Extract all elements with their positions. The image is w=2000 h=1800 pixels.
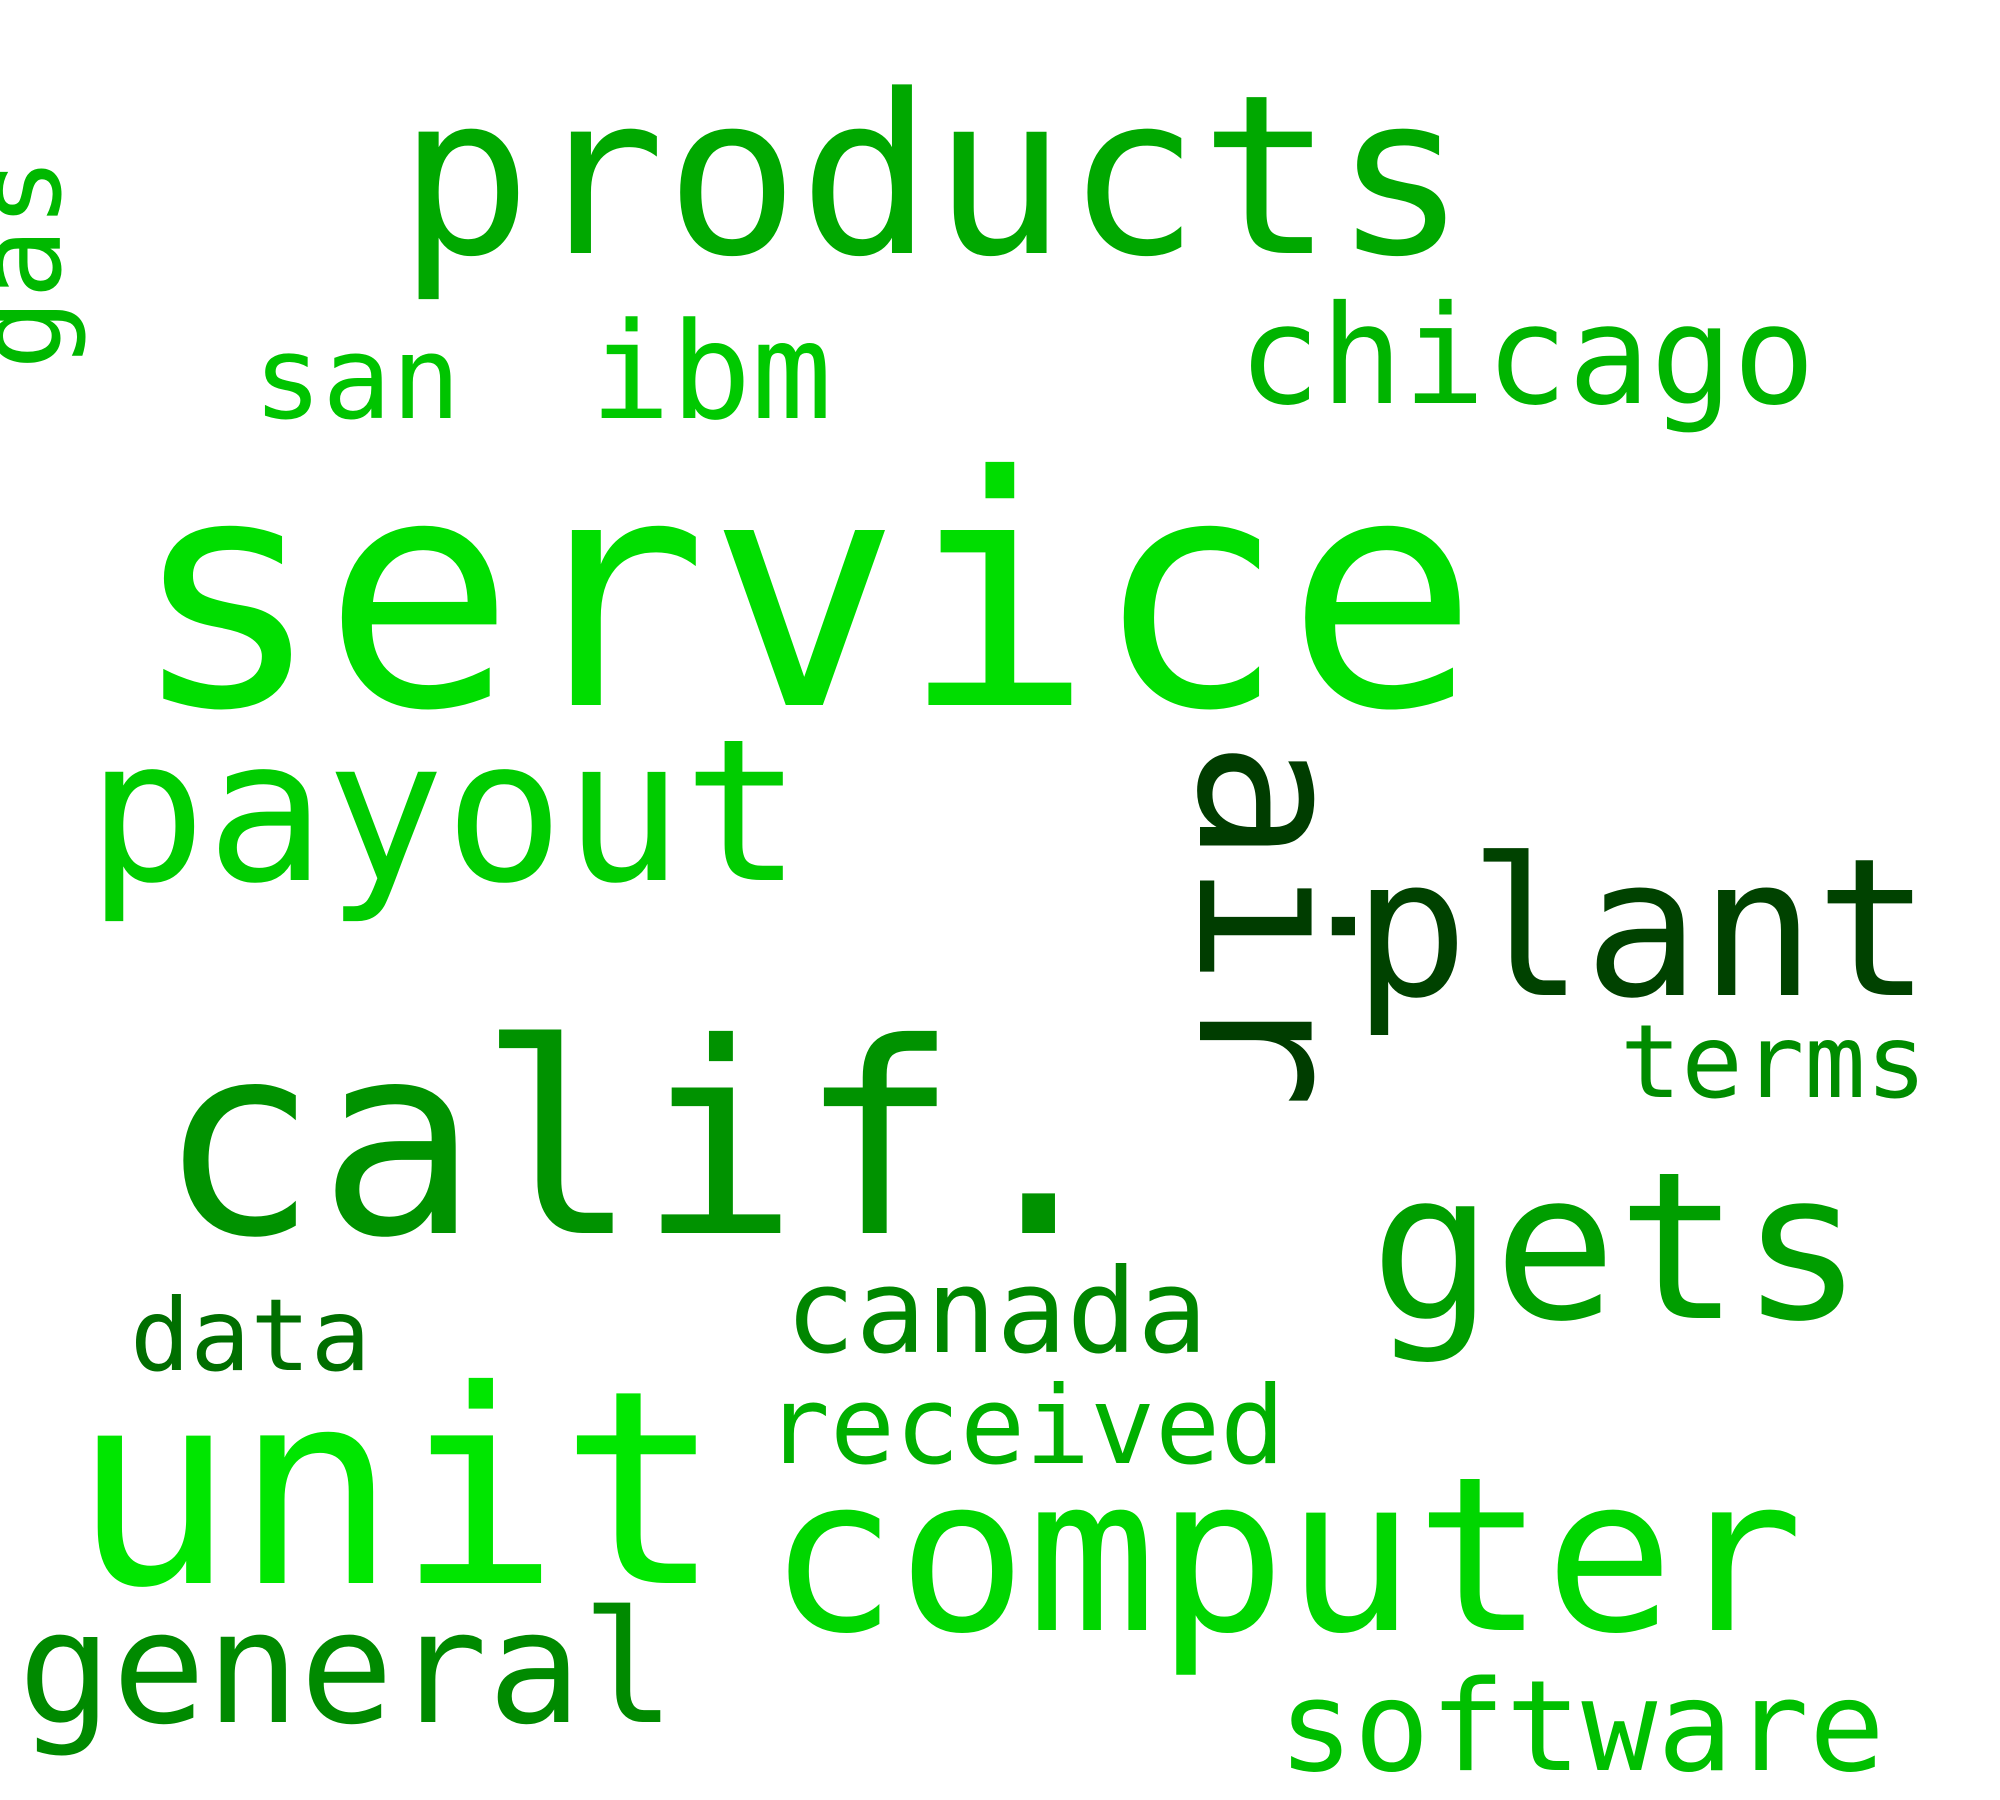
- word-received: received: [765, 1364, 1285, 1489]
- word-air: air: [1151, 740, 1388, 1108]
- word-ibm: ibm: [590, 294, 832, 450]
- word-products: products: [398, 48, 1467, 306]
- word-gets: gets: [1370, 1129, 1864, 1367]
- word-data: data: [130, 1277, 371, 1394]
- word-software: software: [1278, 1653, 1885, 1800]
- word-canada: canada: [785, 1243, 1208, 1380]
- word-payout: payout: [87, 696, 802, 927]
- word-calif: calif.: [158, 986, 1119, 1296]
- word-plant: plant: [1353, 818, 1931, 1041]
- word-unit: unit: [72, 1332, 722, 1647]
- word-terms: terms: [1620, 1003, 1927, 1122]
- word-chicago: chicago: [1238, 277, 1815, 436]
- word-gas: gas: [0, 157, 88, 370]
- word-computer: computer: [768, 1430, 1804, 1681]
- word-general: general: [18, 1577, 675, 1759]
- word-service: service: [130, 409, 1479, 781]
- word-san: san: [253, 312, 461, 446]
